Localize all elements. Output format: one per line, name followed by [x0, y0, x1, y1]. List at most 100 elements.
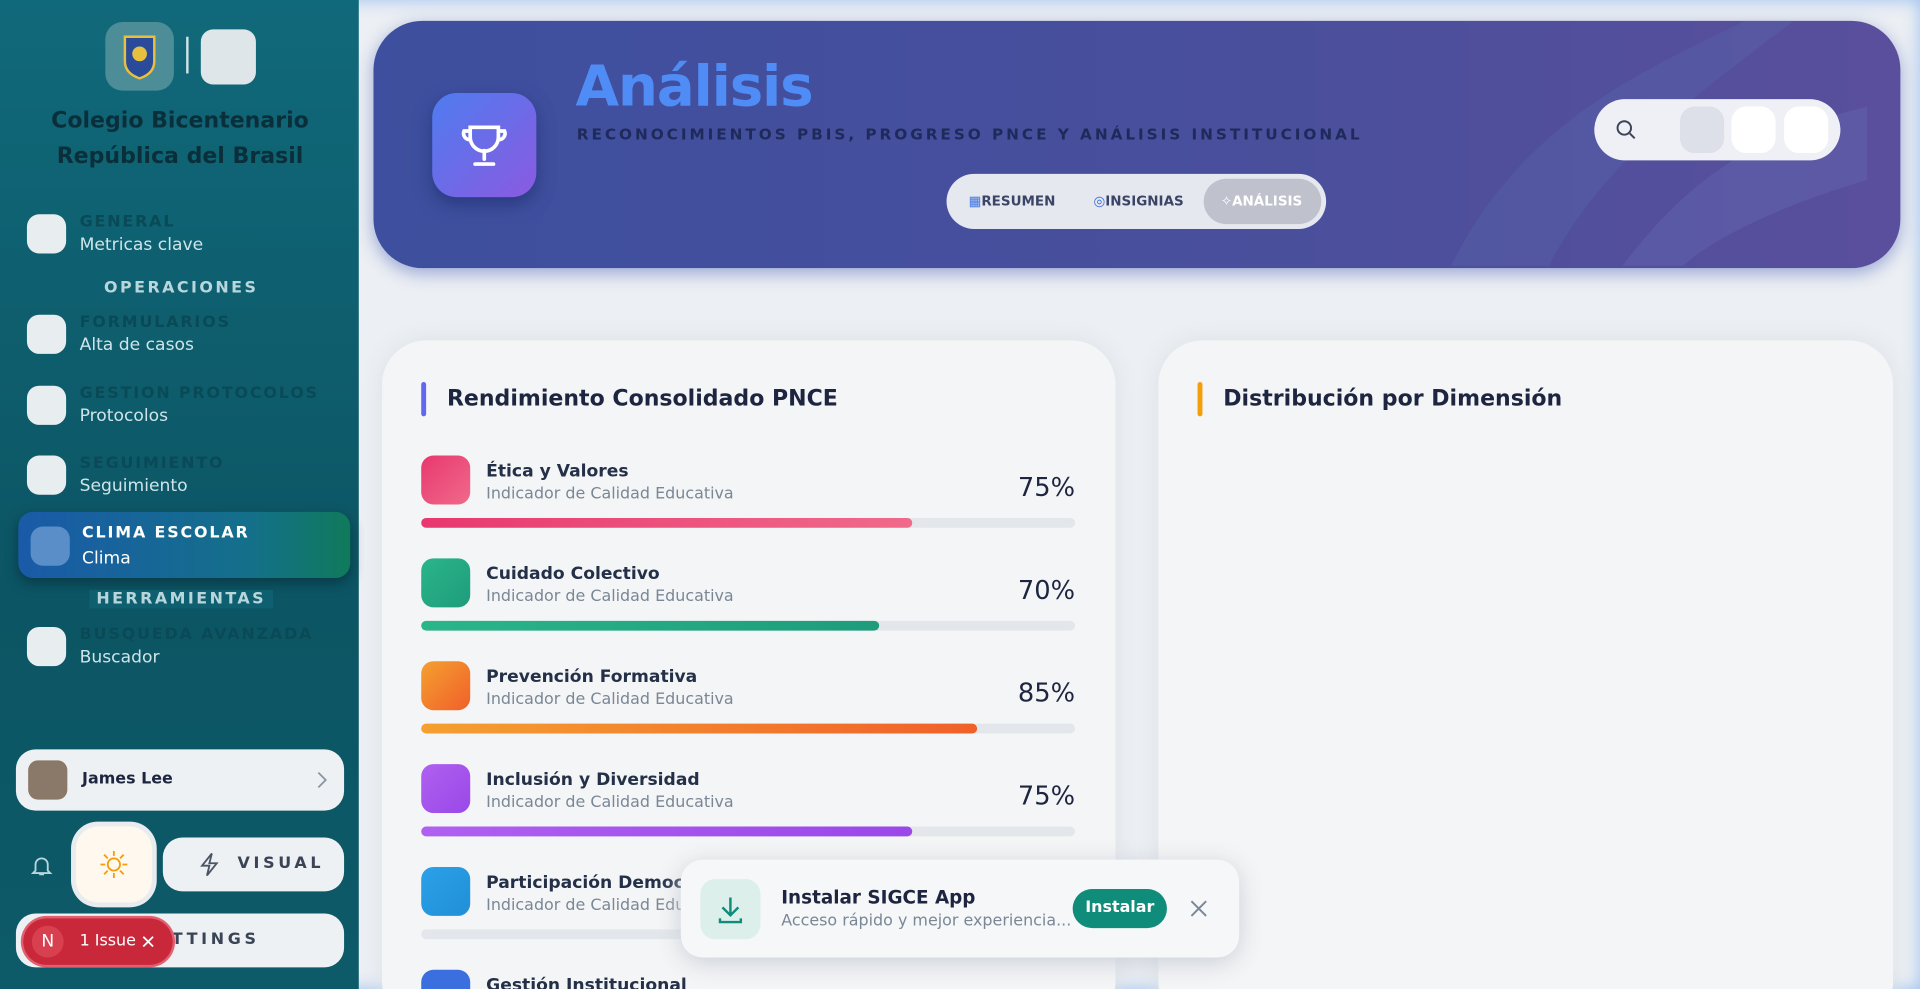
theme-toggle[interactable] [75, 826, 152, 903]
tab-active[interactable]: ✧ANÁLISIS [1203, 178, 1322, 225]
card-title: Distribución por Dimensión [1223, 385, 1563, 412]
visual-button[interactable]: VISUAL [162, 837, 345, 892]
progress-track [421, 517, 1076, 528]
progress-track [421, 620, 1076, 631]
progress-track [421, 723, 1076, 734]
item-name: Ética y Valores [486, 461, 629, 482]
item-name: Prevención Formativa [486, 667, 698, 687]
item-percent: 75% [1017, 472, 1076, 503]
tabs: ▦RESUMEN ◎INSIGNIAS ✧ANÁLISIS [946, 173, 1327, 229]
progress-fill [421, 723, 978, 734]
nav-icon [26, 214, 67, 254]
item-name: Inclusión y Diversidad [486, 770, 700, 790]
issue-badge[interactable]: N 1 Issue [23, 918, 173, 965]
header-icon [432, 93, 537, 198]
toast-text: Acceso rápido y mejor experiencia... [781, 912, 1072, 931]
install-button[interactable]: Instalar [1072, 888, 1167, 929]
tab-label-wrap: ✧ANÁLISIS [1220, 193, 1303, 210]
item-percent: 85% [1017, 678, 1076, 708]
item-sub: Indicador de Calidad Educa [486, 896, 704, 915]
section-text: OPERACIONES [96, 279, 266, 298]
tab-label: INSIGNIAS [1105, 193, 1184, 210]
bell-icon[interactable] [29, 853, 53, 877]
nav-sub: Alta de casos [79, 335, 194, 356]
issue-avatar: N [31, 925, 64, 958]
item-percent: 70% [1017, 575, 1076, 605]
nav-label: FORMULARIOS [79, 313, 231, 332]
trophy-icon [461, 125, 507, 166]
item-sub: Indicador de Calidad Educativa [486, 690, 734, 709]
item-icon [421, 661, 471, 711]
tool-button[interactable] [1784, 106, 1829, 154]
partner-logo [200, 29, 256, 85]
nav-item[interactable]: FORMULARIOS Alta de casos [26, 309, 333, 363]
download-icon [718, 897, 743, 924]
nav-sub: Seguimiento [79, 476, 188, 496]
item-name: Cuidado Colectivo [486, 564, 660, 585]
toolbar [1594, 99, 1841, 161]
install-toast: Instalar SIGCE App Acceso rápido y mejor… [680, 859, 1240, 958]
nav-sub: Metricas clave [79, 235, 204, 255]
progress-fill [421, 517, 912, 528]
page-title: Análisis [575, 52, 814, 119]
item-icon [421, 866, 471, 916]
card-title: Rendimiento Consolidado PNCE [446, 385, 838, 412]
nav-icon [26, 626, 67, 667]
nav-item[interactable]: CLIMA ESCOLAR Clima [18, 511, 351, 578]
issue-text: 1 Issue [79, 931, 136, 951]
item-name: Participación Democrá [486, 873, 704, 893]
item-icon [421, 558, 471, 608]
progress-fill [421, 620, 879, 631]
user-avatar [28, 760, 68, 800]
nav-item[interactable]: BUSQUEDA AVANZADA Buscador [26, 621, 333, 675]
tab[interactable]: ▦RESUMEN [968, 193, 1056, 210]
section-text: HERRAMIENTAS [88, 590, 274, 609]
nav-sub: Clima [82, 548, 131, 569]
visual-label: VISUAL [237, 854, 325, 874]
header: Análisis RECONOCIMIENTOS PBIS, PROGRESO … [373, 20, 1901, 269]
nav-icon [26, 314, 67, 354]
nav-label: GESTION PROTOCOLOS [79, 384, 319, 403]
nav-icon [26, 455, 67, 495]
toast-title: Instalar SIGCE App [781, 886, 976, 909]
tool-button[interactable] [1731, 106, 1776, 154]
nav-item[interactable]: GENERAL Metricas clave [26, 208, 333, 262]
accent [421, 382, 427, 417]
search-icon[interactable] [1615, 119, 1637, 141]
progress-track [421, 826, 1076, 837]
close-icon[interactable] [142, 936, 154, 948]
nav-label: GENERAL [79, 213, 176, 232]
nav-label: BUSQUEDA AVANZADA [79, 625, 314, 645]
close-icon[interactable] [1190, 900, 1207, 917]
item-sub: Indicador de Calidad Educativa [486, 587, 734, 607]
distribution-card: Distribución por Dimensión [1158, 340, 1894, 989]
item-sub: Indicador de Calidad Educativa [486, 793, 734, 812]
school-logo [105, 22, 174, 91]
accent [1197, 382, 1203, 417]
nav-icon [26, 385, 67, 425]
nav-item[interactable]: GESTION PROTOCOLOS Protocolos [26, 380, 333, 434]
tab-label: RESUMEN [981, 193, 1056, 210]
tool-button[interactable] [1680, 106, 1725, 154]
divider [186, 36, 189, 74]
tab-label: ANÁLISIS [1232, 193, 1303, 210]
tab[interactable]: ◎INSIGNIAS [1093, 193, 1184, 210]
item-percent: 75% [1017, 781, 1076, 811]
sidebar: Colegio Bicentenario República del Brasi… [0, 0, 359, 989]
item-icon [421, 455, 471, 505]
item-icon [421, 764, 471, 814]
section-label: OPERACIONES [22, 279, 341, 298]
chevron [317, 772, 328, 788]
nav-item[interactable]: SEGUIMIENTO Seguimiento [26, 449, 333, 503]
nav-label: SEGUIMIENTO [79, 454, 225, 473]
progress-fill [421, 826, 912, 837]
section-label: HERRAMIENTAS [22, 590, 341, 609]
bolt-icon [200, 852, 219, 877]
nav-sub: Protocolos [79, 406, 169, 427]
nav-icon [30, 526, 70, 566]
nav-sub: Buscador [79, 647, 160, 668]
school-name: Colegio Bicentenario República del Brasi… [51, 107, 309, 169]
user-card[interactable]: James Lee [15, 749, 345, 811]
